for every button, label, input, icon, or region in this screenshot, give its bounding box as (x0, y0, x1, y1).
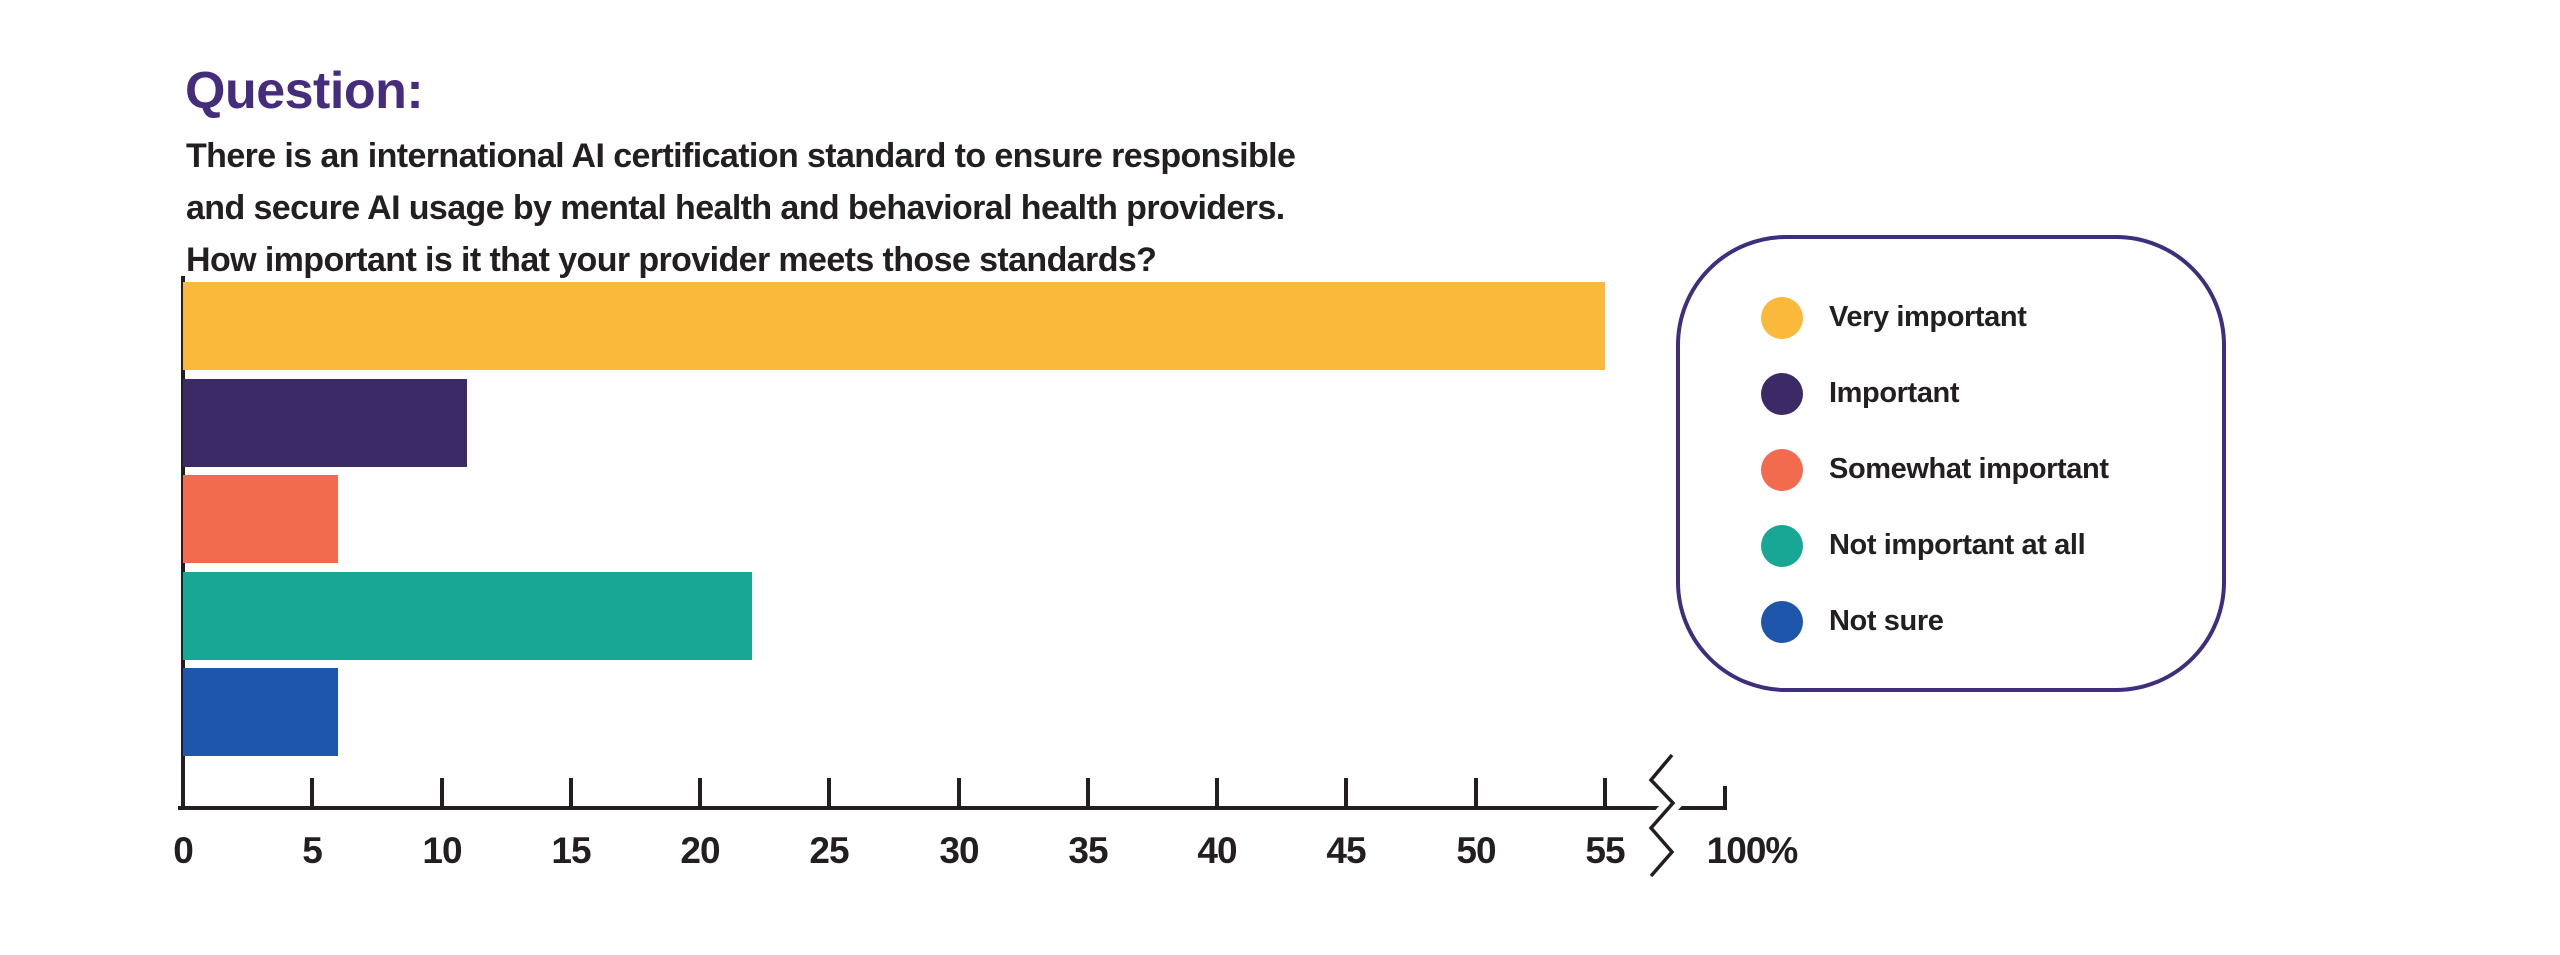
axis-break-icon (1639, 749, 1685, 882)
legend-label: Somewhat important (1829, 452, 2109, 485)
x-axis-tick-20 (698, 778, 702, 806)
legend-swatch-icon (1761, 297, 1803, 339)
x-axis-tick-label-25: 25 (809, 830, 849, 871)
x-axis-tick-30 (957, 778, 961, 806)
x-axis-tick-label-15: 15 (551, 830, 591, 871)
x-axis-tick-55 (1603, 778, 1607, 806)
legend-item-very-important: Very important (1680, 297, 2222, 339)
x-axis-tick-label-50: 50 (1456, 830, 1496, 871)
x-axis-tick-40 (1215, 778, 1219, 806)
legend-label: Very important (1829, 300, 2027, 333)
legend-swatch-icon (1761, 373, 1803, 415)
legend-item-somewhat-important: Somewhat important (1680, 449, 2222, 491)
x-axis-tick-label-35: 35 (1068, 830, 1108, 871)
legend-swatch-icon (1761, 601, 1803, 643)
legend-label: Not sure (1829, 604, 1944, 637)
legend-swatch-icon (1761, 449, 1803, 491)
bar-not-important-at-all (183, 572, 752, 660)
question-text: There is an international AI certificati… (186, 130, 1296, 286)
x-axis-tick-50 (1474, 778, 1478, 806)
question-text-line: There is an international AI certificati… (186, 137, 1296, 175)
x-axis-tick-5 (310, 778, 314, 806)
legend-item-not-important-at-all: Not important at all (1680, 525, 2222, 567)
x-axis-tick-label-20: 20 (680, 830, 720, 871)
question-text-line: and secure AI usage by mental health and… (186, 189, 1285, 227)
x-axis-tick-45 (1344, 778, 1348, 806)
x-axis-tick-label-40: 40 (1197, 830, 1237, 871)
x-axis-tick-25 (827, 778, 831, 806)
legend-item-not-sure: Not sure (1680, 601, 2222, 643)
x-axis-tick-label-45: 45 (1326, 830, 1366, 871)
bar-not-sure (183, 668, 338, 756)
legend-box: Very important Important Somewhat importan… (1676, 235, 2226, 692)
legend-label: Important (1829, 376, 1960, 409)
x-axis-tick-label-55: 55 (1585, 830, 1625, 871)
x-axis-tick-15 (569, 778, 573, 806)
x-axis-tick-10 (440, 778, 444, 806)
x-axis-tick-35 (1086, 778, 1090, 806)
x-axis (178, 806, 1727, 810)
legend-label: Not important at all (1829, 528, 2086, 561)
legend-swatch-icon (1761, 525, 1803, 567)
legend-item-important: Important (1680, 373, 2222, 415)
x-axis-end-label: 100% (1706, 830, 1799, 871)
question-text-line: How important is it that your provider m… (186, 241, 1157, 279)
x-axis-tick-label-5: 5 (302, 830, 323, 871)
x-axis-tick-label-10: 10 (422, 830, 462, 871)
x-axis-tick-label-30: 30 (939, 830, 979, 871)
question-heading: Question: (185, 62, 424, 120)
bar-important (183, 379, 467, 467)
bar-very-important (183, 282, 1605, 370)
axis-end-tick (1723, 786, 1727, 808)
x-axis-tick-label-0: 0 (173, 830, 194, 871)
bar-somewhat-important (183, 475, 338, 563)
